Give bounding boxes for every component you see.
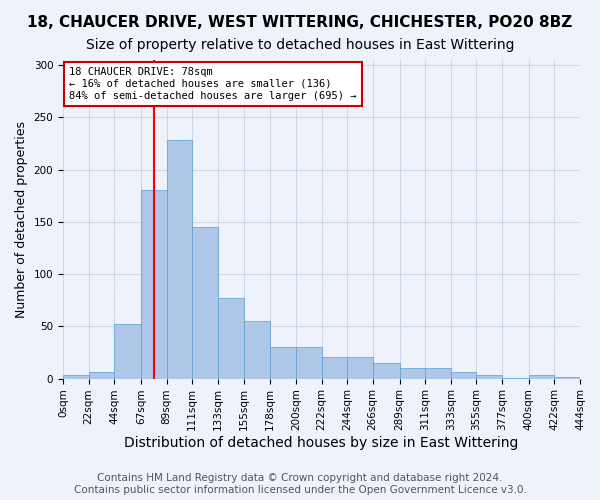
- Bar: [400, 368, 425, 378]
- Bar: [167, 140, 192, 378]
- Y-axis label: Number of detached properties: Number of detached properties: [15, 121, 28, 318]
- Bar: [425, 368, 451, 378]
- Bar: [476, 376, 502, 378]
- Text: Contains HM Land Registry data © Crown copyright and database right 2024.
Contai: Contains HM Land Registry data © Crown c…: [74, 474, 526, 495]
- Bar: [529, 376, 554, 378]
- Bar: [141, 190, 167, 378]
- X-axis label: Distribution of detached houses by size in East Wittering: Distribution of detached houses by size …: [124, 436, 519, 450]
- Bar: [192, 227, 218, 378]
- Bar: [270, 348, 296, 378]
- Bar: [244, 321, 270, 378]
- Bar: [373, 363, 400, 378]
- Bar: [554, 376, 580, 378]
- Bar: [114, 324, 141, 378]
- Bar: [296, 348, 322, 378]
- Bar: [63, 376, 89, 378]
- Bar: [347, 356, 373, 378]
- Text: 18 CHAUCER DRIVE: 78sqm
← 16% of detached houses are smaller (136)
84% of semi-d: 18 CHAUCER DRIVE: 78sqm ← 16% of detache…: [69, 68, 356, 100]
- Bar: [89, 372, 114, 378]
- Bar: [451, 372, 476, 378]
- Text: Size of property relative to detached houses in East Wittering: Size of property relative to detached ho…: [86, 38, 514, 52]
- Bar: [218, 298, 244, 378]
- Text: 18, CHAUCER DRIVE, WEST WITTERING, CHICHESTER, PO20 8BZ: 18, CHAUCER DRIVE, WEST WITTERING, CHICH…: [28, 15, 572, 30]
- Bar: [322, 356, 347, 378]
